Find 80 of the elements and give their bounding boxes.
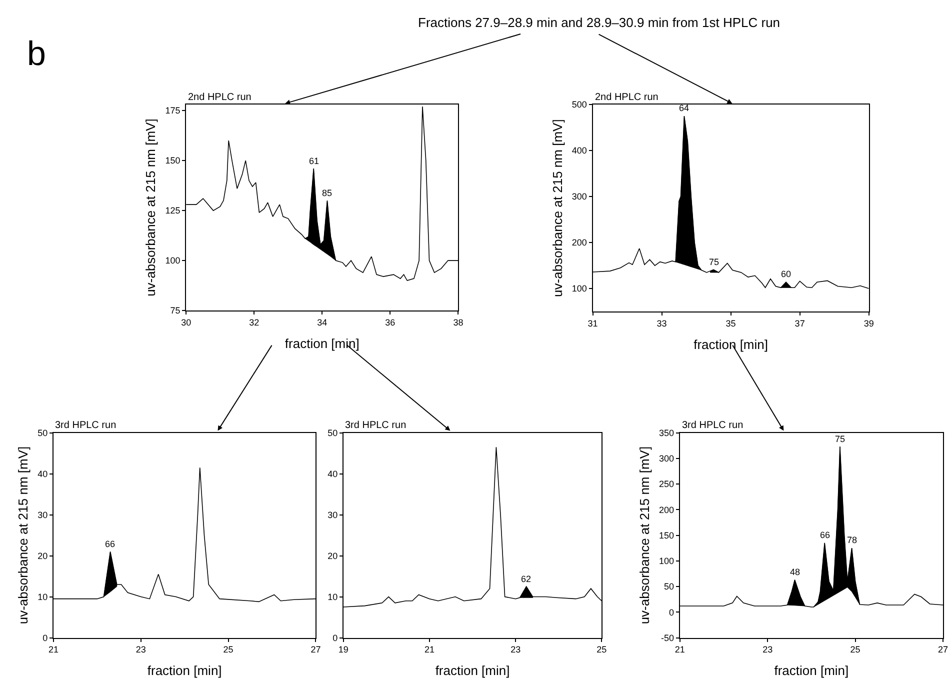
annotation: 66 [105, 539, 116, 549]
chart-title: 3rd HPLC run [55, 420, 116, 431]
y-tick-label: 150 [659, 530, 674, 540]
x-tick-label: 21 [424, 644, 435, 655]
x-tick-label: 23 [762, 644, 773, 655]
x-tick-label: 19 [338, 644, 348, 655]
y-tick-label: 0 [669, 607, 674, 618]
x-tick-label: 36 [385, 317, 396, 328]
x-tick-label: 25 [596, 644, 607, 655]
x-tick-label: 37 [794, 318, 805, 328]
x-tick-label: 23 [510, 644, 521, 655]
annotation: 61 [309, 156, 320, 166]
x-tick-label: 23 [136, 644, 146, 655]
y-axis-title: uv-absorbance at 215 nm [mV] [636, 446, 652, 624]
y-tick-label: 400 [572, 146, 587, 156]
annotation: 62 [521, 574, 532, 584]
y-tick-label: 50 [328, 428, 338, 438]
y-tick-label: 10 [328, 592, 338, 602]
x-tick-label: 25 [850, 644, 860, 655]
x-tick-label: 32 [249, 317, 260, 328]
x-tick-label: 27 [310, 644, 321, 655]
y-tick-label: 20 [328, 550, 338, 561]
y-tick-label: 200 [659, 504, 674, 515]
y-tick-label: 500 [572, 100, 587, 110]
x-axis-title: fraction [min] [694, 336, 768, 352]
y-tick-label: 150 [165, 156, 180, 166]
annotation: 60 [781, 269, 792, 279]
y-tick-label: 200 [572, 238, 587, 248]
x-tick-label: 38 [453, 317, 464, 328]
x-tick-label: 34 [317, 317, 328, 328]
y-tick-label: 125 [165, 206, 180, 216]
y-tick-label: 30 [328, 510, 338, 520]
y-tick-label: 50 [664, 582, 674, 592]
y-tick-label: 0 [332, 632, 338, 643]
y-tick-label: 100 [165, 256, 180, 266]
annotation: 85 [322, 188, 332, 198]
annotation: 78 [847, 535, 858, 545]
y-tick-label: 40 [38, 468, 48, 479]
y-tick-label: 30 [38, 510, 48, 520]
chart-title: 2nd HPLC run [595, 92, 658, 103]
y-tick-label: 10 [38, 592, 48, 602]
y-tick-label: 0 [42, 632, 48, 643]
y-tick-label: 250 [659, 479, 674, 490]
x-tick-label: 25 [223, 644, 234, 655]
y-tick-label: 40 [328, 468, 338, 479]
y-tick-label: 300 [572, 192, 587, 202]
x-tick-label: 21 [674, 644, 685, 655]
y-tick-label: 75 [170, 306, 180, 316]
y-tick-label: 100 [659, 556, 674, 566]
y-tick-label: 300 [659, 454, 674, 464]
annotation: 64 [679, 103, 690, 113]
chart-title: 3rd HPLC run [682, 420, 744, 431]
y-axis-title: uv-absorbance at 215 nm [mV] [16, 446, 31, 624]
x-axis-title: fraction [min] [284, 336, 360, 351]
text: Fractions 27.9–28.9 min and 28.9–30.9 min from 1st HPLC run [418, 15, 780, 30]
y-tick-label: 350 [659, 428, 674, 438]
x-tick-label: 33 [656, 318, 667, 328]
x-tick-label: 39 [864, 318, 874, 328]
y-tick-label: 50 [38, 428, 48, 438]
annotation: 75 [709, 257, 720, 267]
y-tick-label: -50 [661, 632, 674, 643]
x-tick-label: 35 [726, 318, 736, 328]
annotation: 66 [820, 530, 830, 540]
x-tick-label: 27 [938, 644, 948, 655]
x-axis-title: fraction [min] [435, 663, 510, 678]
y-tick-label: 175 [165, 106, 180, 116]
chart-title: 2nd HPLC run [188, 92, 252, 103]
x-tick-label: 21 [48, 644, 58, 655]
chart-title: 3rd HPLC run [345, 420, 406, 431]
annotation: 48 [790, 567, 800, 577]
y-tick-label: 100 [572, 284, 587, 294]
x-axis-title: fraction [min] [774, 663, 849, 678]
y-axis-title: uv-absorbance at 215 nm [mV] [550, 119, 565, 297]
x-axis-title: fraction [min] [147, 663, 222, 678]
y-axis-title: uv-absorbance at 215 nm [mV] [143, 118, 158, 296]
x-tick-label: 30 [181, 317, 192, 328]
annotation: 75 [835, 434, 846, 444]
x-tick-label: 31 [588, 318, 598, 328]
y-tick-label: 20 [38, 550, 48, 561]
text: b [27, 35, 46, 73]
